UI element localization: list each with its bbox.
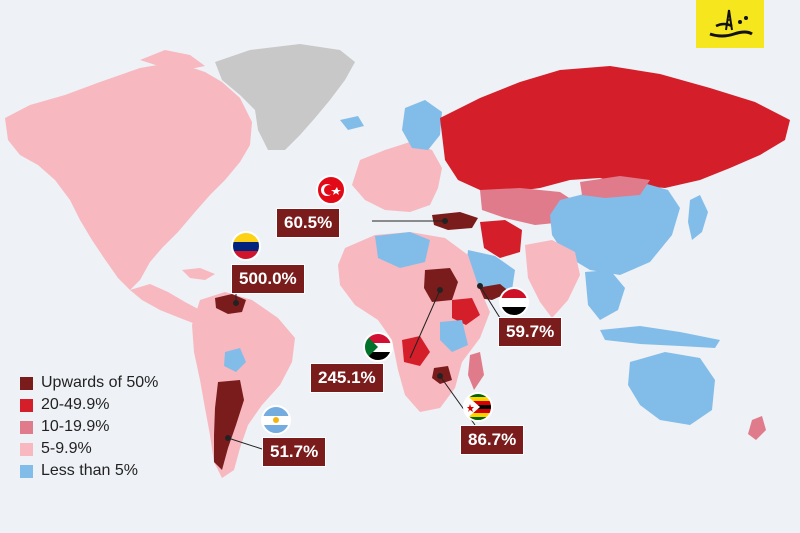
sudan-value: 245.1% [318, 368, 376, 387]
turkey-flag [316, 175, 346, 205]
turkey-value: 60.5% [284, 213, 333, 232]
turkey-callout: 60.5% [276, 208, 341, 238]
europe [352, 142, 442, 212]
japan [688, 195, 708, 240]
caribbean [182, 268, 215, 280]
sudan-flag [363, 332, 393, 362]
legend-label: Less than 5% [41, 462, 138, 479]
central-africa [402, 336, 430, 366]
china [550, 182, 680, 275]
bolivia [224, 348, 246, 372]
yemen-flag [499, 287, 529, 317]
derrick-logo-icon [709, 9, 753, 38]
turkey [432, 212, 478, 230]
legend-item-upwards-50: Upwards of 50% [20, 372, 158, 394]
legend-label: 5-9.9% [41, 440, 92, 457]
argentina-callout: 51.7% [262, 437, 327, 467]
leader-lines [225, 218, 501, 450]
north-america [5, 62, 252, 290]
legend-swatch [20, 420, 33, 434]
east-africa [440, 320, 468, 352]
legend-item-10-19: 10-19.9% [20, 416, 158, 438]
zimbabwe-flag [463, 392, 493, 422]
central-america [130, 284, 210, 325]
legend-item-less-5: Less than 5% [20, 460, 158, 482]
scandinavia [402, 100, 442, 150]
iceland [340, 116, 364, 130]
legend-swatch [20, 464, 33, 478]
sudan [424, 268, 458, 302]
madagascar [468, 352, 484, 390]
argentina [214, 380, 244, 470]
north-africa [375, 232, 430, 268]
legend-label: Upwards of 50% [41, 374, 159, 391]
sudan-callout: 245.1% [310, 363, 384, 393]
venezuela-callout: 500.0% [231, 264, 305, 294]
argentina-flag [261, 405, 291, 435]
legend-label: 20-49.9% [41, 396, 110, 413]
russia [440, 66, 790, 192]
zimbabwe-value: 86.7% [468, 430, 517, 449]
legend-swatch [20, 442, 33, 456]
legend-item-20-49: 20-49.9% [20, 394, 158, 416]
australia [628, 352, 715, 425]
argentina-value: 51.7% [270, 442, 319, 461]
venezuela-flag [231, 231, 261, 261]
new-zealand [748, 416, 766, 440]
zimbabwe-callout: 86.7% [460, 425, 525, 455]
venezuela [215, 294, 246, 314]
arctic-islands [140, 50, 205, 70]
greenland [215, 44, 355, 150]
southeast-asia [585, 270, 625, 320]
publisher-logo [696, 0, 764, 48]
iran [480, 220, 522, 258]
indonesia [600, 326, 720, 348]
legend: Upwards of 50% 20-49.9% 10-19.9% 5-9.9% … [20, 372, 158, 482]
legend-label: 10-19.9% [41, 418, 110, 435]
mongolia [580, 176, 650, 198]
ethiopia [452, 298, 480, 325]
legend-swatch [20, 398, 33, 412]
venezuela-value: 500.0% [239, 269, 297, 288]
yemen-value: 59.7% [506, 322, 555, 341]
yemen-callout: 59.7% [498, 317, 563, 347]
yemen [476, 284, 510, 300]
legend-item-5-9: 5-9.9% [20, 438, 158, 460]
legend-swatch [20, 376, 33, 390]
india [525, 240, 580, 318]
